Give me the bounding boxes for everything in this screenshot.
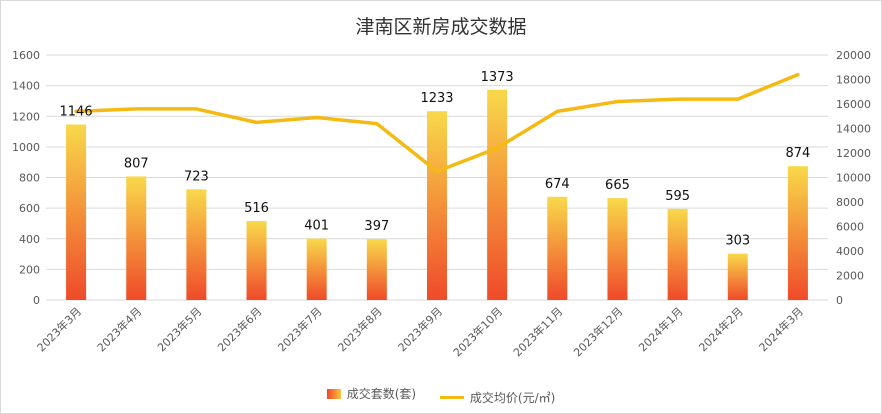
legend-item-bar: 成交套数(套)	[326, 385, 417, 402]
y-tick-label: 1200	[12, 110, 40, 123]
legend: 成交套数(套) 成交均价(元/㎡)	[0, 385, 882, 406]
y-tick-label: 400	[19, 233, 40, 246]
x-tick-label: 2023年6月	[214, 304, 264, 354]
x-tick-label: 2023年8月	[335, 304, 385, 354]
y2-tick-label: 20000	[836, 49, 871, 62]
data-labels: 1146 807 723 516 401 397 1233 1373 674 665 595 303 8…	[60, 70, 811, 249]
legend-bar-swatch	[326, 388, 341, 399]
x-tick-label: 2024年1月	[636, 304, 686, 354]
legend-line-label: 成交均价(元/㎡)	[469, 390, 556, 405]
bar-series	[66, 89, 808, 301]
bar	[547, 196, 568, 300]
line-series	[74, 72, 800, 174]
x-tick-label: 2024年3月	[756, 304, 806, 354]
y2-tick-label: 4000	[836, 245, 864, 258]
x-tick-label: 2023年7月	[275, 304, 325, 354]
y-tick-label: 0	[33, 294, 40, 307]
bar-data-label: 516	[244, 201, 269, 216]
bar-data-label: 665	[605, 178, 630, 193]
left-y-axis: 0 200 400 600 800 1000 1200 1400 1600	[12, 49, 40, 307]
bar-data-label: 1146	[60, 105, 93, 120]
y-tick-label: 800	[19, 172, 40, 185]
bar	[126, 176, 147, 300]
right-y-axis: 0 2000 4000 6000 8000 10000 12000 14000 16000 180…	[836, 49, 871, 307]
x-tick-label: 2023年10月	[450, 304, 505, 359]
x-tick-label: 2023年5月	[154, 304, 204, 354]
bar-data-label: 807	[124, 156, 149, 171]
y2-tick-label: 2000	[836, 270, 864, 283]
y-tick-label: 1600	[12, 49, 40, 62]
bar	[366, 239, 387, 300]
y-tick-label: 200	[19, 263, 40, 276]
y2-tick-label: 8000	[836, 196, 864, 209]
bar	[607, 198, 628, 300]
legend-item-line: 成交均价(元/㎡)	[439, 389, 556, 406]
bar	[487, 89, 508, 301]
bar-data-label: 397	[364, 219, 389, 234]
x-tick-label: 2023年4月	[94, 304, 144, 354]
bar-data-label: 1373	[481, 70, 514, 85]
y2-tick-label: 10000	[836, 172, 871, 185]
bar-data-label: 723	[184, 169, 209, 184]
x-tick-label: 2023年11月	[510, 304, 565, 359]
bar-data-label: 674	[545, 177, 570, 192]
bar	[66, 124, 87, 300]
y2-tick-label: 18000	[836, 74, 871, 87]
bar	[727, 253, 748, 300]
x-tick-label: 2023年3月	[34, 304, 84, 354]
bar-data-label: 874	[786, 146, 811, 161]
legend-bar-label: 成交套数(套)	[346, 387, 417, 401]
bar	[667, 208, 688, 300]
legend-line-swatch	[439, 395, 464, 399]
y2-tick-label: 16000	[836, 98, 871, 111]
bar	[787, 166, 808, 300]
x-axis: 2023年3月 2023年4月 2023年5月 2023年6月 2023年7月 2023年…	[34, 304, 806, 359]
y-tick-label: 600	[19, 202, 40, 215]
bar	[186, 189, 207, 300]
x-tick-label: 2023年12月	[570, 304, 625, 359]
y-tick-label: 1000	[12, 141, 40, 154]
bar	[427, 111, 447, 301]
chart-title: 津南区新房成交数据	[355, 16, 527, 38]
price-line	[74, 72, 800, 174]
bar	[246, 220, 267, 300]
x-tick-label: 2024年2月	[696, 304, 746, 354]
x-tick-label: 2023年9月	[395, 304, 445, 354]
bar	[306, 238, 327, 300]
y2-tick-label: 0	[836, 294, 843, 307]
y2-tick-label: 12000	[836, 147, 871, 160]
bar-data-label: 1233	[420, 91, 453, 106]
bar-data-label: 595	[665, 189, 690, 204]
y-tick-label: 1400	[12, 80, 40, 93]
bar-data-label: 401	[304, 219, 329, 234]
bar-data-label: 303	[725, 234, 750, 249]
y2-tick-label: 6000	[836, 221, 864, 234]
y2-tick-label: 14000	[836, 123, 871, 136]
